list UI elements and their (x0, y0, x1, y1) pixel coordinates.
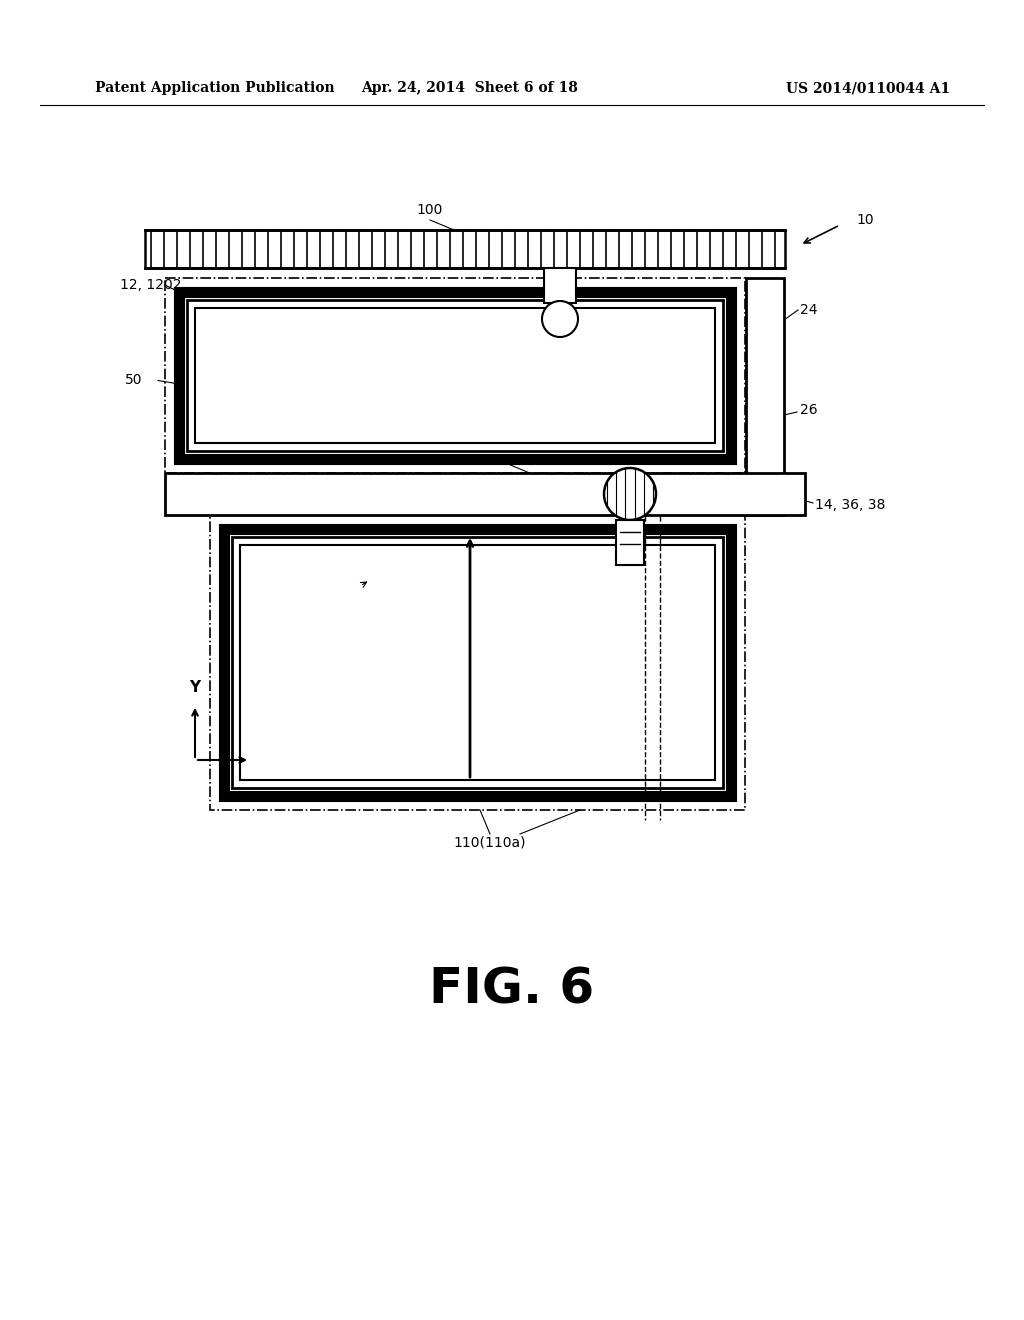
Text: 18: 18 (554, 523, 572, 537)
Text: 1802: 1802 (578, 548, 612, 562)
Bar (165, 473, 805, 515)
Text: 10: 10 (856, 213, 873, 227)
Text: 12, 1202: 12, 1202 (120, 279, 181, 292)
Bar (746, 279, 784, 515)
Text: Z2: Z2 (648, 568, 667, 582)
Text: Z1: Z1 (675, 523, 693, 537)
Text: US 2014/0110044 A1: US 2014/0110044 A1 (785, 81, 950, 95)
Text: 1804: 1804 (529, 502, 565, 515)
Bar (224, 529, 731, 796)
Bar (544, 268, 575, 304)
Text: 110(110a): 110(110a) (454, 836, 526, 849)
Text: 1604: 1604 (432, 433, 468, 447)
Bar (145, 230, 785, 268)
Text: 100: 100 (417, 203, 443, 216)
Text: 1602: 1602 (362, 363, 397, 378)
Bar (179, 292, 731, 459)
Text: 14, 36, 38: 14, 36, 38 (815, 498, 886, 512)
Text: Y: Y (189, 680, 201, 696)
Text: 16: 16 (331, 583, 349, 597)
Bar (195, 308, 715, 444)
Bar (240, 545, 715, 780)
Text: X: X (260, 752, 271, 767)
Bar (187, 300, 723, 451)
Text: Apr. 24, 2014  Sheet 6 of 18: Apr. 24, 2014 Sheet 6 of 18 (361, 81, 579, 95)
Text: 26: 26 (800, 403, 817, 417)
Text: Patent Application Publication: Patent Application Publication (95, 81, 335, 95)
Bar (165, 279, 745, 473)
Text: 24: 24 (800, 304, 817, 317)
Bar (210, 515, 745, 810)
Circle shape (604, 469, 656, 520)
Text: 50: 50 (125, 374, 142, 387)
Bar (232, 537, 723, 788)
Text: FIG. 6: FIG. 6 (429, 966, 595, 1014)
Bar (616, 520, 644, 565)
Circle shape (542, 301, 578, 337)
